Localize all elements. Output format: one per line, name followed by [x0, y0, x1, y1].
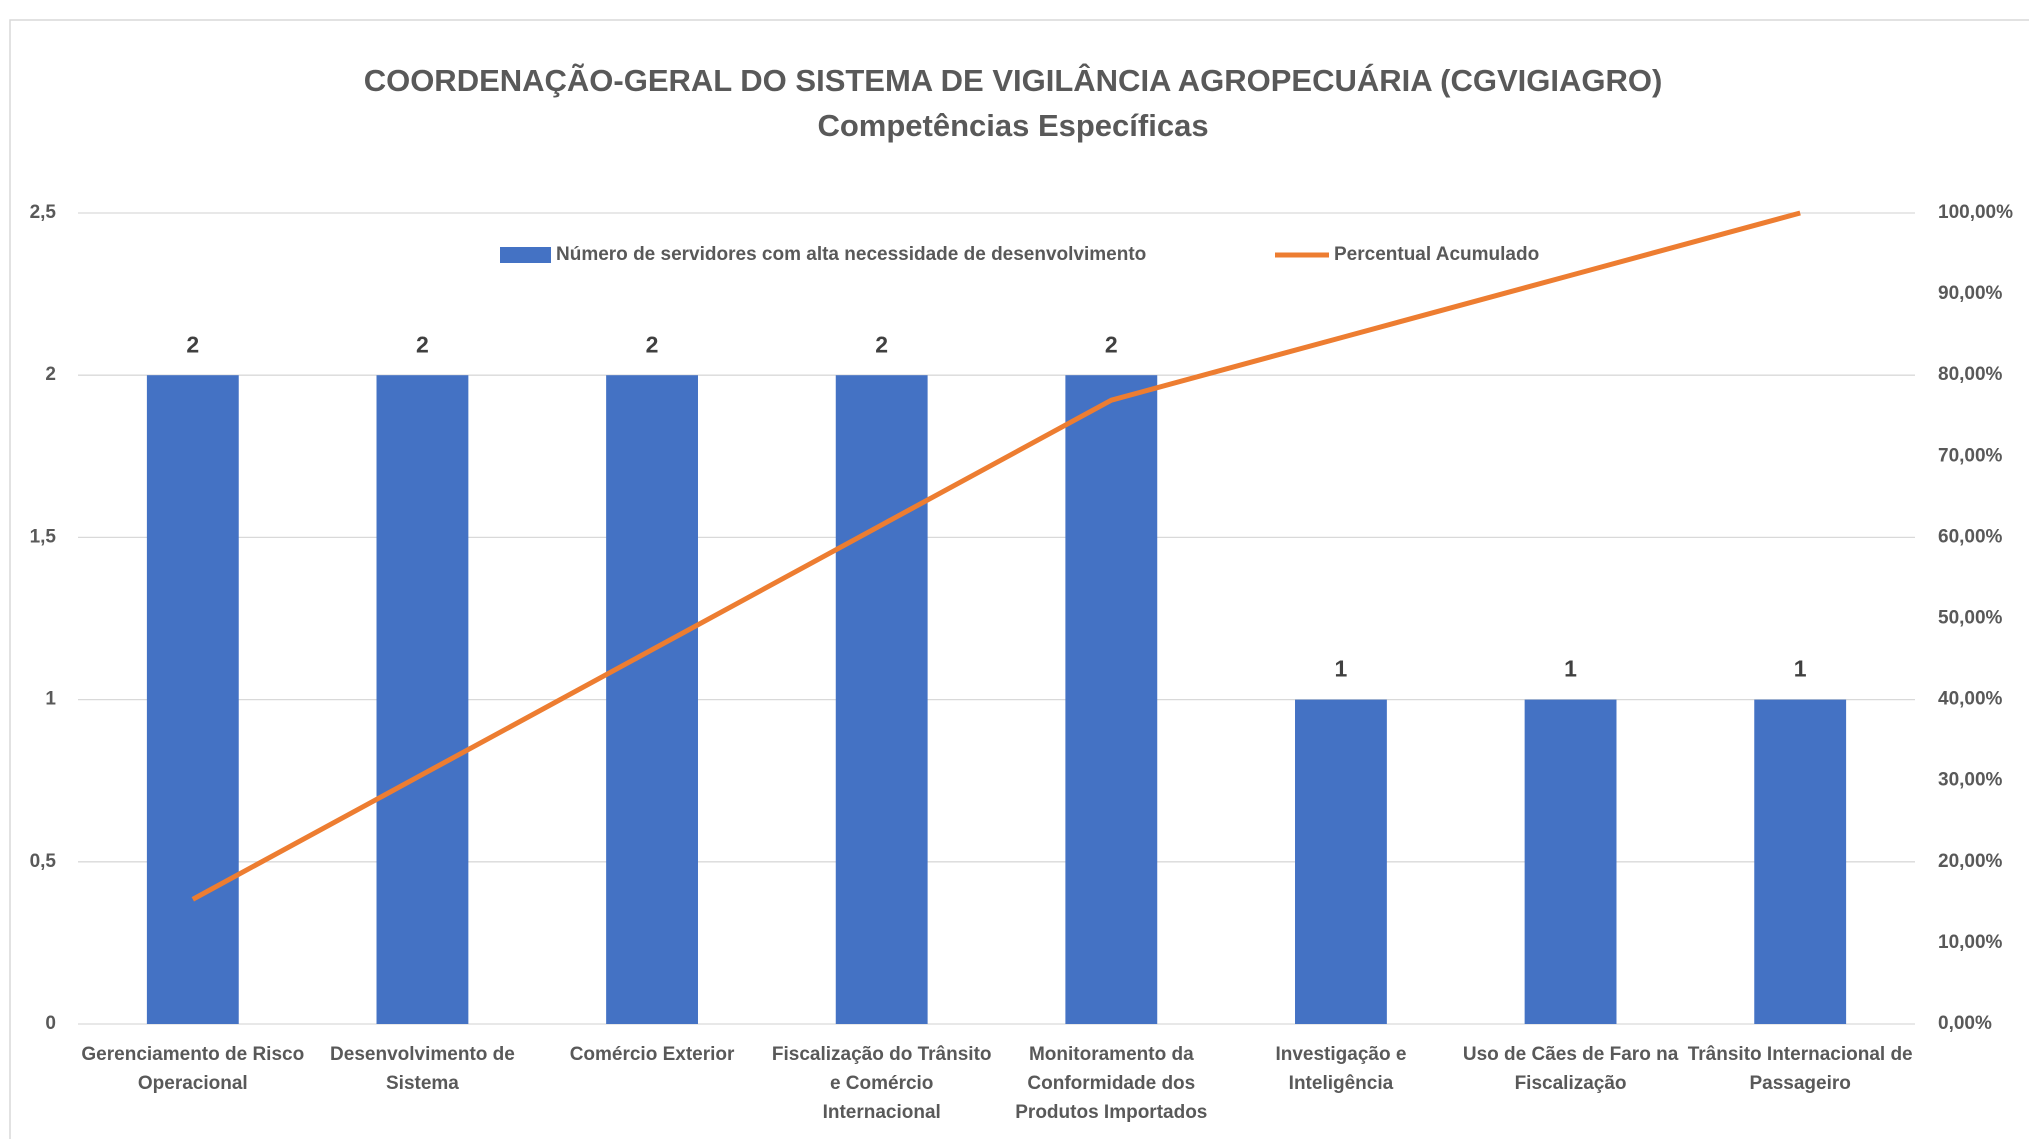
x-tick-line: e Comércio	[830, 1073, 933, 1094]
line	[191, 210, 1801, 902]
y-tick-label: 0	[45, 1013, 56, 1034]
x-tick-line: Operacional	[138, 1073, 248, 1094]
legend-label: Número de servidores com alta necessidad…	[556, 244, 1146, 265]
y-tick-label: 2,5	[30, 202, 57, 223]
x-tick-line: Investigação e	[1275, 1044, 1406, 1065]
y2-tick-label: 90,00%	[1938, 283, 2003, 304]
y2-tick-label: 0,00%	[1938, 1013, 1992, 1034]
y2-tick-label: 50,00%	[1938, 608, 2003, 629]
x-tick-line: Passageiro	[1749, 1073, 1850, 1094]
bar	[1065, 375, 1158, 1024]
y2-tick-label: 100,00%	[1938, 202, 2013, 223]
y2-tick-label: 20,00%	[1938, 851, 2003, 872]
x-tick-label: Uso de Cães de Faro na Fiscalização	[1463, 1044, 1679, 1094]
data-label: 2	[646, 331, 659, 357]
x-tick-line: Comércio Exterior	[570, 1044, 735, 1065]
x-tick-label: Trânsito Internacional de Passageiro	[1688, 1044, 1913, 1094]
x-tick-line: Produtos Importados	[1015, 1102, 1207, 1123]
x-tick-label: Fiscalização do Trânsito e Comércio Intern…	[772, 1044, 992, 1123]
y2-tick-label: 40,00%	[1938, 689, 2003, 710]
data-label: 1	[1564, 656, 1577, 682]
x-tick-line: Gerenciamento de Risco	[81, 1044, 304, 1065]
bar	[1295, 699, 1387, 1024]
bar	[1524, 699, 1617, 1024]
x-tick-line: Inteligência	[1289, 1073, 1394, 1094]
data-label: 2	[875, 331, 888, 357]
x-tick-line: Fiscalização	[1515, 1073, 1627, 1094]
legend-swatch	[500, 247, 551, 263]
x-tick-line: Conformidade dos	[1027, 1073, 1195, 1094]
data-label: 1	[1335, 656, 1348, 682]
bar	[606, 375, 698, 1024]
y2-tick-label: 30,00%	[1938, 770, 2003, 791]
data-label: 1	[1794, 656, 1807, 682]
x-tick-label: Desenvolvimento de Sistema	[330, 1044, 515, 1094]
data-label: 2	[1105, 331, 1118, 357]
legend-label: Percentual Acumulado	[1334, 244, 1539, 265]
data-label: 2	[186, 331, 199, 357]
y-tick-label: 0,5	[30, 851, 57, 872]
x-tick-line: Monitoramento da	[1029, 1044, 1194, 1065]
bar	[1754, 699, 1847, 1024]
y2-tick-label: 70,00%	[1938, 445, 2003, 466]
bar	[835, 375, 928, 1024]
x-tick-line: Trânsito Internacional de	[1688, 1044, 1913, 1065]
y-tick-label: 2	[45, 364, 56, 385]
data-label: 2	[416, 331, 429, 357]
x-tick-line: Fiscalização do Trânsito	[772, 1044, 992, 1065]
x-tick-label: Investigação e Inteligência	[1275, 1044, 1406, 1094]
y2-tick-label: 80,00%	[1938, 364, 2003, 385]
y2-tick-label: 10,00%	[1938, 932, 2003, 953]
x-tick-line: Uso de Cães de Faro na	[1463, 1044, 1679, 1065]
x-tick-line: Internacional	[823, 1102, 941, 1123]
x-tick-label: Gerenciamento de Risco Operacional	[81, 1044, 304, 1094]
chart-border	[9, 19, 2029, 1139]
chart-title: COORDENAÇÃO-GERAL DO SISTEMA DE VIGILÂNC…	[364, 62, 1663, 98]
y-tick-label: 1,5	[30, 526, 57, 547]
x-tick-label: Comércio Exterior	[570, 1044, 735, 1065]
x-tick-line: Desenvolvimento de	[330, 1044, 515, 1065]
chart-subtitle: Competências Específicas	[817, 108, 1208, 143]
x-tick-label: Monitoramento da Conformidade dos Produtos…	[1015, 1044, 1207, 1123]
y-tick-label: 1	[45, 689, 56, 710]
bar	[146, 375, 239, 1024]
bar	[376, 375, 469, 1024]
y2-tick-label: 60,00%	[1938, 526, 2003, 547]
x-tick-line: Sistema	[386, 1073, 459, 1094]
